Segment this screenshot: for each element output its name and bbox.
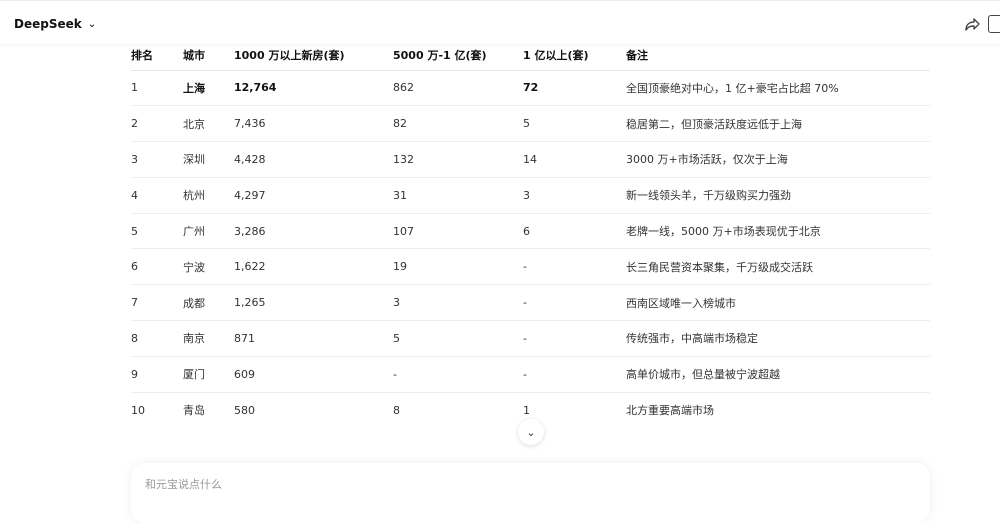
table-row: 6 宁波 1,622 19- 长三角民营资本聚集，千万级成交活跃: [131, 248, 930, 286]
table-cell: 8: [131, 320, 183, 357]
table-row: 2 北京 7,436 82 5 稳居第二，但顶豪活跃度远低于上海: [131, 105, 930, 143]
table-cell: 青岛: [183, 404, 205, 418]
share-icon[interactable]: [963, 15, 981, 33]
ranking-table: 排名 城市 1000 万以上新房(套) 5000 万-1 亿(套) 1 亿以上(…: [131, 36, 930, 428]
table-cell: 新一线领头羊，千万级购买力强劲: [626, 177, 930, 214]
table-row: 3 深圳 4,428 132 14 3000 万+市场活跃，仅次于上海: [131, 141, 930, 178]
table-cell: 广州: [183, 213, 234, 250]
table-cell: 传统强市，中高端市场稳定: [626, 320, 930, 357]
table-cell: 2: [131, 105, 183, 143]
table-cell: 6: [131, 248, 183, 286]
table-cell: 3: [523, 177, 626, 214]
table-cell: 609: [234, 356, 393, 393]
table-cell: 72: [523, 70, 626, 107]
table-cell: 9: [131, 356, 183, 393]
table-cell: 6: [523, 213, 626, 250]
table-cell: -: [523, 248, 626, 286]
table-cell: 全国顶豪绝对中心，1 亿+豪宅占比超 70%: [626, 70, 930, 107]
table-cell: 上海: [183, 70, 234, 107]
table-cell: 12,764: [234, 70, 393, 107]
table-cell: 862: [393, 70, 523, 107]
table-cell: -: [523, 356, 626, 393]
table-cell: 厦门: [183, 356, 234, 393]
table-cell: 1,265: [234, 284, 393, 322]
chevron-down-icon: ⌄: [87, 18, 97, 30]
table-cell: 31: [393, 177, 523, 214]
table-cell: 成都: [183, 284, 234, 322]
table-cell: 北京: [183, 105, 234, 143]
table-row: 9 厦门 609- - 高单价城市，但总量被宁波超越: [131, 356, 930, 393]
table-cell: 1,622: [234, 248, 393, 286]
model-selector[interactable]: DeepSeek ⌄: [14, 17, 96, 31]
table-row: 8 南京 871 5- 传统强市，中高端市场稳定: [131, 320, 930, 357]
table-cell: 7: [131, 284, 183, 322]
table-cell: 3: [393, 284, 523, 322]
table-cell: 871: [234, 320, 393, 357]
chevron-down-icon: ⌄: [526, 425, 536, 439]
table-cell: 深圳: [183, 141, 234, 178]
table-cell: 4,297: [234, 177, 393, 214]
table-row: 7 成都 1,265 3- 西南区域唯一入榜城市: [131, 284, 930, 322]
top-bar: DeepSeek ⌄: [0, 0, 1000, 44]
table-row: 5 广州 3,286 107 6 老牌一线，5000 万+市场表现优于北京: [131, 213, 930, 250]
table-cell: 82: [393, 105, 523, 143]
chat-input-placeholder: 和元宝说点什么: [145, 478, 222, 491]
table-cell: 高单价城市，但总量被宁波超越: [626, 356, 930, 393]
table-cell: 580: [234, 403, 255, 417]
table-cell: -: [393, 356, 523, 393]
table-cell: 107: [393, 213, 523, 250]
table-cell: 10: [131, 403, 145, 417]
table-cell: 杭州: [183, 177, 234, 214]
more-icon[interactable]: [988, 15, 1000, 33]
table-cell: -: [523, 284, 626, 322]
table-cell: 7,436: [234, 105, 393, 143]
table-cell: 南京: [183, 320, 234, 357]
table-cell: 西南区域唯一入榜城市: [626, 284, 930, 322]
table-cell: 稳居第二，但顶豪活跃度远低于上海: [626, 105, 930, 143]
chat-input[interactable]: 和元宝说点什么: [131, 463, 930, 523]
table-cell: 北方重要高端市场: [626, 404, 714, 418]
table-cell: 长三角民营资本聚集，千万级成交活跃: [626, 248, 930, 286]
table-row: 1 上海 12,764 862 72 全国顶豪绝对中心，1 亿+豪宅占比超 70%: [131, 70, 930, 107]
table-cell: 3000 万+市场活跃，仅次于上海: [626, 141, 930, 178]
table-cell: 5: [131, 213, 183, 250]
table-cell: 3: [131, 141, 183, 178]
table-cell: 14: [523, 141, 626, 178]
table-row: 10 青岛 580 8 1 北方重要高端市场: [131, 392, 930, 428]
table-cell: -: [523, 320, 626, 357]
table-cell: 5: [523, 105, 626, 143]
table-row: 4 杭州 4,297 31 3 新一线领头羊，千万级购买力强劲: [131, 177, 930, 214]
table-cell: 5: [393, 320, 523, 357]
model-name: DeepSeek: [14, 17, 82, 31]
table-cell: 8: [393, 403, 400, 417]
table-cell: 3,286: [234, 213, 393, 250]
table-cell: 老牌一线，5000 万+市场表现优于北京: [626, 213, 930, 250]
table-cell: 宁波: [183, 248, 234, 286]
scroll-down-button[interactable]: ⌄: [518, 419, 544, 445]
table-cell: 132: [393, 141, 523, 178]
table-cell: 19: [393, 248, 523, 286]
table-cell: 1: [523, 403, 530, 417]
table-cell: 1: [131, 70, 183, 107]
table-cell: 4: [131, 177, 183, 214]
table-cell: 4,428: [234, 141, 393, 178]
